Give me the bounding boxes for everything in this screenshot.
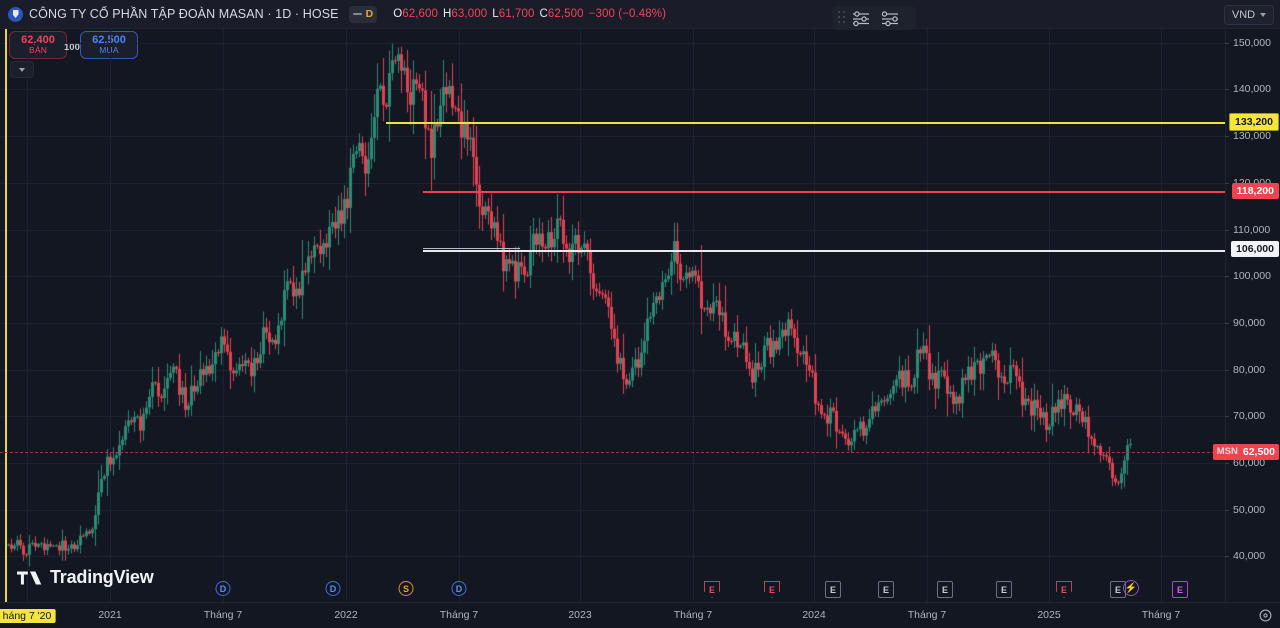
time-axis-tick: 2021 [98, 609, 122, 621]
event-marker-dividend[interactable]: D [451, 581, 467, 596]
open-value: 62,600 [402, 8, 439, 20]
time-axis-tick: Tháng 7 [1141, 609, 1181, 621]
time-axis-tick: Tháng 7 [907, 609, 947, 621]
time-axis-tick: 2025 [1037, 609, 1061, 621]
settings-sliders-icon[interactable] [848, 7, 875, 29]
event-marker-label: D [329, 583, 337, 594]
price-axis-tick: 90,000 [1225, 317, 1280, 329]
event-marker-label: E [882, 584, 889, 595]
currency-selector[interactable]: VND [1224, 5, 1274, 25]
event-marker-label: D [455, 583, 463, 594]
price-axis-tick: 140,000 [1225, 83, 1280, 95]
time-axis-tick: 2024 [802, 609, 826, 621]
event-marker-earnings[interactable]: E [996, 581, 1012, 598]
close-label: C [539, 8, 548, 20]
time-axis-tick: Tháng 7 [439, 609, 479, 621]
event-marker-earnings[interactable]: E [764, 581, 780, 598]
ticker-label: MSN [1216, 446, 1238, 457]
resistance-133200[interactable] [386, 122, 1225, 124]
event-marker-label: E [1060, 584, 1067, 595]
time-axis[interactable]: háng 7 '20 2021 Tháng 7 2022 Tháng 7 2023 Thán… [0, 602, 1280, 628]
event-marker-label: E [1176, 584, 1183, 595]
ohlc-readout: O62,600 H63,000 L61,700 C62,500 −300 (−0.48%… [393, 8, 666, 20]
symbol-title: CÔNG TY CỔ PHẦN TẬP ĐOÀN MASAN · 1D · HO… [29, 7, 339, 21]
indicator-toolbar [832, 6, 916, 30]
event-marker-label: E [708, 584, 715, 595]
currency-label: VND [1231, 9, 1256, 21]
chart-settings-icon[interactable] [877, 7, 904, 29]
event-marker-label: E [941, 584, 948, 595]
price-axis-tick: 130,000 [1225, 130, 1280, 142]
chevron-down-icon [1260, 13, 1267, 17]
top-toolbar: CÔNG TY CỔ PHẦN TẬP ĐOÀN MASAN · 1D · HO… [0, 0, 1280, 29]
high-label: H [443, 8, 452, 20]
time-axis-tick: háng 7 '20 [0, 609, 56, 623]
last-price-dashed-line [0, 452, 1225, 453]
price-axis-tick: 80,000 [1225, 364, 1280, 376]
event-marker-label: E [1114, 584, 1121, 595]
tradingview-mark-icon [17, 570, 43, 586]
close-value: 62,500 [547, 8, 584, 20]
tradingview-wordmark: TradingView [50, 567, 154, 587]
event-marker-bolt-icon[interactable]: ⚡ [1123, 580, 1139, 596]
event-marker-earnings[interactable]: E [704, 581, 720, 598]
interval-selector[interactable]: D [348, 5, 378, 23]
event-marker-row: D D S D E E E E E E E E E ⚡ [0, 578, 1225, 602]
price-axis-tick: 110,000 [1225, 224, 1280, 236]
price-axis-tick: 70,000 [1225, 410, 1280, 422]
event-marker-label: S [402, 583, 409, 594]
low-label: L [492, 8, 499, 20]
event-marker-dividend[interactable]: D [325, 581, 341, 596]
support-106000[interactable] [423, 250, 1225, 252]
price-axis-tick: 60,000 [1225, 457, 1280, 469]
change-value: −300 (−0.48%) [588, 8, 667, 20]
price-axis-tick: 150,000 [1225, 37, 1280, 49]
time-axis-tick: 2023 [568, 609, 592, 621]
event-marker-earnings[interactable]: E [878, 581, 894, 598]
resistance-118200[interactable] [423, 191, 1225, 193]
timezone-clock-icon[interactable] [1259, 609, 1272, 622]
chart-canvas-area[interactable] [0, 29, 1225, 602]
event-marker-split[interactable]: S [398, 581, 414, 596]
time-axis-tick: Tháng 7 [673, 609, 713, 621]
event-marker-earnings[interactable]: E [937, 581, 953, 598]
low-value: 61,700 [498, 8, 535, 20]
high-value: 63,000 [451, 8, 488, 20]
symbol-block[interactable]: CÔNG TY CỔ PHẦN TẬP ĐOÀN MASAN · 1D · HO… [0, 6, 339, 22]
price-level-badge[interactable]: 118,200 [1231, 183, 1279, 199]
candlestick-series [0, 29, 1225, 602]
minus-icon [352, 13, 362, 15]
price-axis-tick: 40,000 [1225, 550, 1280, 562]
event-marker-label: D [219, 583, 227, 594]
last-price-value: 62,500 [1242, 446, 1275, 458]
tradingview-logo[interactable]: TradingView [17, 567, 154, 588]
interval-label: D [365, 8, 374, 20]
price-axis-tick: 50,000 [1225, 504, 1280, 516]
event-marker-label: E [1000, 584, 1007, 595]
event-marker-earnings[interactable]: E [1056, 581, 1072, 598]
price-axis-tick: 100,000 [1225, 270, 1280, 282]
last-price-badge: MSN 62,500 [1212, 444, 1279, 460]
event-marker-earnings[interactable]: E [825, 581, 841, 598]
time-axis-tick: Tháng 7 [203, 609, 243, 621]
support-106000-thin[interactable] [423, 248, 520, 249]
price-level-badge[interactable]: 133,200 [1229, 113, 1279, 131]
event-marker-label: E [829, 584, 836, 595]
price-level-badge[interactable]: 106,000 [1231, 241, 1279, 257]
time-axis-tick: 2022 [334, 609, 358, 621]
open-label: O [393, 8, 403, 20]
event-marker-earnings[interactable]: E [1172, 581, 1188, 598]
event-marker-dividend[interactable]: D [215, 581, 231, 596]
drag-handle-icon[interactable] [838, 11, 846, 25]
price-axis[interactable]: 150,000140,000130,000120,000110,000100,0… [1212, 29, 1280, 602]
event-marker-label: E [768, 584, 775, 595]
masan-logo-icon [8, 6, 23, 22]
